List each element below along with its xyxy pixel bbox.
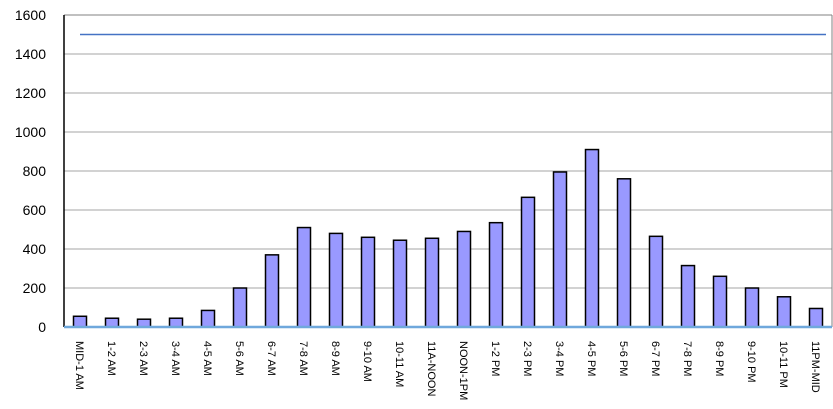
x-tick-label: 11PM-MID bbox=[809, 341, 821, 393]
x-tick-label: 2-3 PM bbox=[521, 341, 533, 376]
bar bbox=[744, 287, 760, 328]
bar bbox=[72, 315, 88, 328]
x-tick-label: 5-6 PM bbox=[617, 341, 629, 376]
x-axis-tick-labels: MID-1 AM 1-2 AM 2-3 AM 3-4 AM 4-5 AM 5-6 AM 6-… bbox=[73, 341, 821, 400]
y-tick-label: 1400 bbox=[15, 46, 46, 62]
x-tick-label: 4-5 PM bbox=[585, 341, 597, 376]
bar bbox=[200, 309, 216, 328]
x-tick-label: 11A-NOON bbox=[425, 341, 437, 396]
x-tick-label: 1-2 PM bbox=[489, 341, 501, 376]
x-tick-label: MID-1 AM bbox=[73, 341, 85, 390]
x-tick-label: 3-4 AM bbox=[169, 341, 181, 376]
y-tick-label: 800 bbox=[23, 163, 47, 179]
x-tick-label: NOON-1PM bbox=[457, 341, 469, 400]
bar bbox=[712, 275, 728, 328]
x-tick-label: 4-5 AM bbox=[201, 341, 213, 376]
x-tick-label: 10-11 PM bbox=[777, 341, 789, 388]
x-tick-label: 7-8 PM bbox=[681, 341, 693, 376]
x-tick-label: 8-9 AM bbox=[329, 341, 341, 376]
bar bbox=[808, 307, 824, 328]
bar bbox=[104, 317, 120, 328]
x-tick-label: 6-7 PM bbox=[649, 341, 661, 376]
x-tick-label: 1-2 AM bbox=[105, 341, 117, 376]
gridlines bbox=[64, 14, 832, 289]
y-tick-label: 0 bbox=[38, 319, 46, 335]
x-tick-label: 8-9 PM bbox=[713, 341, 725, 376]
bar bbox=[552, 171, 568, 328]
bar bbox=[264, 254, 280, 328]
y-tick-label: 200 bbox=[23, 280, 47, 296]
bars bbox=[72, 148, 824, 328]
y-tick-label: 1600 bbox=[15, 7, 46, 23]
bar bbox=[520, 196, 536, 328]
y-tick-label: 400 bbox=[23, 241, 47, 257]
y-tick-label: 1200 bbox=[15, 85, 46, 101]
bar bbox=[296, 226, 312, 328]
x-tick-label: 5-6 AM bbox=[233, 341, 245, 376]
bar bbox=[776, 296, 792, 328]
bar bbox=[392, 239, 408, 328]
x-tick-label: 7-8 AM bbox=[297, 341, 309, 376]
x-tick-label: 10-11 AM bbox=[393, 341, 405, 387]
bar bbox=[424, 237, 440, 328]
bar bbox=[616, 178, 632, 328]
bar bbox=[680, 264, 696, 328]
bar bbox=[168, 317, 184, 328]
x-tick-label: 9-10 PM bbox=[745, 341, 757, 383]
bar bbox=[488, 221, 504, 328]
bar bbox=[584, 148, 600, 328]
bar bbox=[648, 235, 664, 328]
axes bbox=[63, 14, 833, 329]
x-tick-label: 3-4 PM bbox=[553, 341, 565, 376]
bar bbox=[328, 232, 344, 328]
y-axis-tick-labels: 0 200 400 600 800 1000 1200 1400 1600 bbox=[15, 7, 46, 335]
bar bbox=[232, 287, 248, 328]
x-tick-label: 2-3 AM bbox=[137, 341, 149, 376]
bar bbox=[456, 230, 472, 328]
y-tick-label: 600 bbox=[23, 202, 47, 218]
x-tick-label: 9-10 AM bbox=[361, 341, 373, 382]
y-tick-label: 1000 bbox=[15, 124, 46, 140]
x-tick-label: 6-7 AM bbox=[265, 341, 277, 376]
bar bbox=[360, 236, 376, 328]
